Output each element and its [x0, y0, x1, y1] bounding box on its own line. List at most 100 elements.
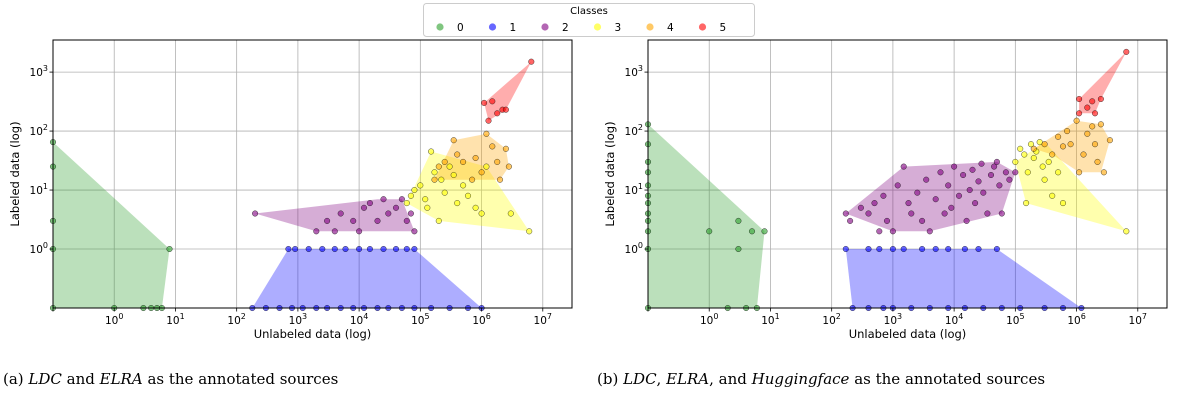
point-class-2 [350, 217, 357, 224]
point-class-3 [441, 189, 448, 196]
point-class-2 [960, 171, 967, 179]
point-class-2 [1012, 169, 1019, 176]
x-tick-label: 103 [289, 312, 307, 327]
point-class-2 [360, 204, 368, 211]
chart-a: 100 101 102 103 104 105 106 107100101102103Unla… [3, 39, 573, 388]
point-class-3 [424, 204, 431, 211]
point-class-4 [1080, 151, 1087, 158]
point-class-2 [876, 228, 883, 235]
point-class-3 [1027, 141, 1035, 148]
point-class-4 [1059, 143, 1067, 150]
point-class-5 [485, 117, 492, 124]
y-tick-label: 101 [30, 182, 48, 197]
point-class-2 [932, 196, 939, 203]
point-class-2 [951, 163, 958, 170]
point-class-5 [502, 106, 509, 113]
point-class-4 [505, 163, 512, 170]
point-class-1 [961, 245, 968, 253]
point-class-2 [1006, 176, 1013, 183]
x-tick-label: 100 [105, 312, 123, 327]
point-class-3 [478, 210, 485, 217]
point-class-2 [914, 189, 921, 196]
legend-marker-1 [488, 23, 497, 31]
point-class-4 [472, 154, 479, 162]
x-tick-label: 106 [472, 312, 490, 327]
hull-class-0 [648, 124, 765, 308]
legend: Classes 0 1 2 3 4 5 [423, 3, 755, 37]
point-class-4 [1076, 169, 1083, 176]
point-class-3 [422, 196, 429, 203]
point-class-1 [342, 245, 349, 253]
point-class-5 [1076, 110, 1083, 117]
point-class-1 [842, 245, 849, 253]
point-class-0 [748, 228, 756, 235]
point-class-2 [978, 160, 985, 167]
hull-class-2 [255, 199, 415, 232]
point-class-4 [478, 169, 485, 176]
point-class-5 [1076, 95, 1083, 103]
legend-marker-4 [646, 23, 654, 31]
x-tick-label: 105 [1006, 312, 1024, 327]
point-class-1 [975, 245, 982, 253]
legend-label-1: 1 [510, 22, 517, 34]
legend-marker-2 [541, 23, 549, 31]
point-class-3 [403, 200, 410, 207]
point-class-4 [502, 145, 509, 152]
y-tick-label: 103 [625, 64, 643, 79]
point-class-4 [1067, 141, 1074, 148]
point-class-2 [392, 204, 400, 211]
point-class-2 [894, 182, 901, 189]
legend-label-2: 2 [562, 22, 569, 34]
point-class-0 [735, 217, 742, 224]
point-class-4 [469, 176, 476, 183]
point-class-4 [1106, 137, 1113, 144]
y-tick-label: 102 [625, 123, 643, 138]
point-class-4 [1100, 169, 1107, 176]
point-class-1 [919, 245, 926, 253]
y-tick-label: 100 [625, 241, 643, 256]
point-class-1 [366, 245, 373, 253]
point-class-5 [1091, 110, 1099, 117]
point-class-2 [366, 200, 373, 207]
point-class-2 [883, 217, 891, 224]
point-class-0 [706, 228, 713, 235]
hull-class-2 [845, 161, 1016, 232]
point-class-1 [380, 245, 387, 253]
point-class-4 [460, 158, 467, 165]
legend-label-5: 5 [720, 22, 727, 34]
point-class-5 [1097, 95, 1104, 103]
point-class-2 [385, 210, 392, 217]
point-class-1 [305, 245, 312, 253]
point-class-2 [374, 217, 381, 224]
point-class-2 [955, 192, 963, 199]
point-class-4 [1084, 130, 1091, 137]
point-class-2 [337, 210, 344, 217]
x-tick-label: 105 [411, 312, 429, 327]
y-tick-label: 100 [30, 241, 48, 256]
point-class-4 [496, 176, 504, 183]
point-class-2 [941, 210, 948, 217]
point-class-3 [1017, 145, 1024, 152]
point-class-1 [411, 245, 418, 253]
point-class-2 [969, 166, 976, 173]
point-class-3 [1030, 154, 1037, 162]
point-class-3 [483, 163, 490, 170]
x-tick-label: 101 [761, 312, 779, 327]
point-class-2 [842, 210, 849, 217]
x-tick-label: 107 [1129, 312, 1147, 327]
point-class-2 [993, 158, 1000, 165]
point-class-1 [285, 245, 292, 253]
point-class-3 [460, 182, 467, 189]
point-class-0 [166, 245, 173, 253]
point-class-1 [900, 245, 907, 253]
point-class-3 [411, 186, 418, 194]
point-class-2 [356, 228, 363, 235]
point-class-5 [489, 98, 496, 105]
point-class-3 [1049, 192, 1056, 199]
point-class-2 [937, 169, 944, 176]
point-class-2 [980, 189, 987, 196]
point-class-3 [1045, 158, 1052, 165]
point-class-1 [932, 245, 939, 253]
point-class-2 [889, 228, 896, 235]
